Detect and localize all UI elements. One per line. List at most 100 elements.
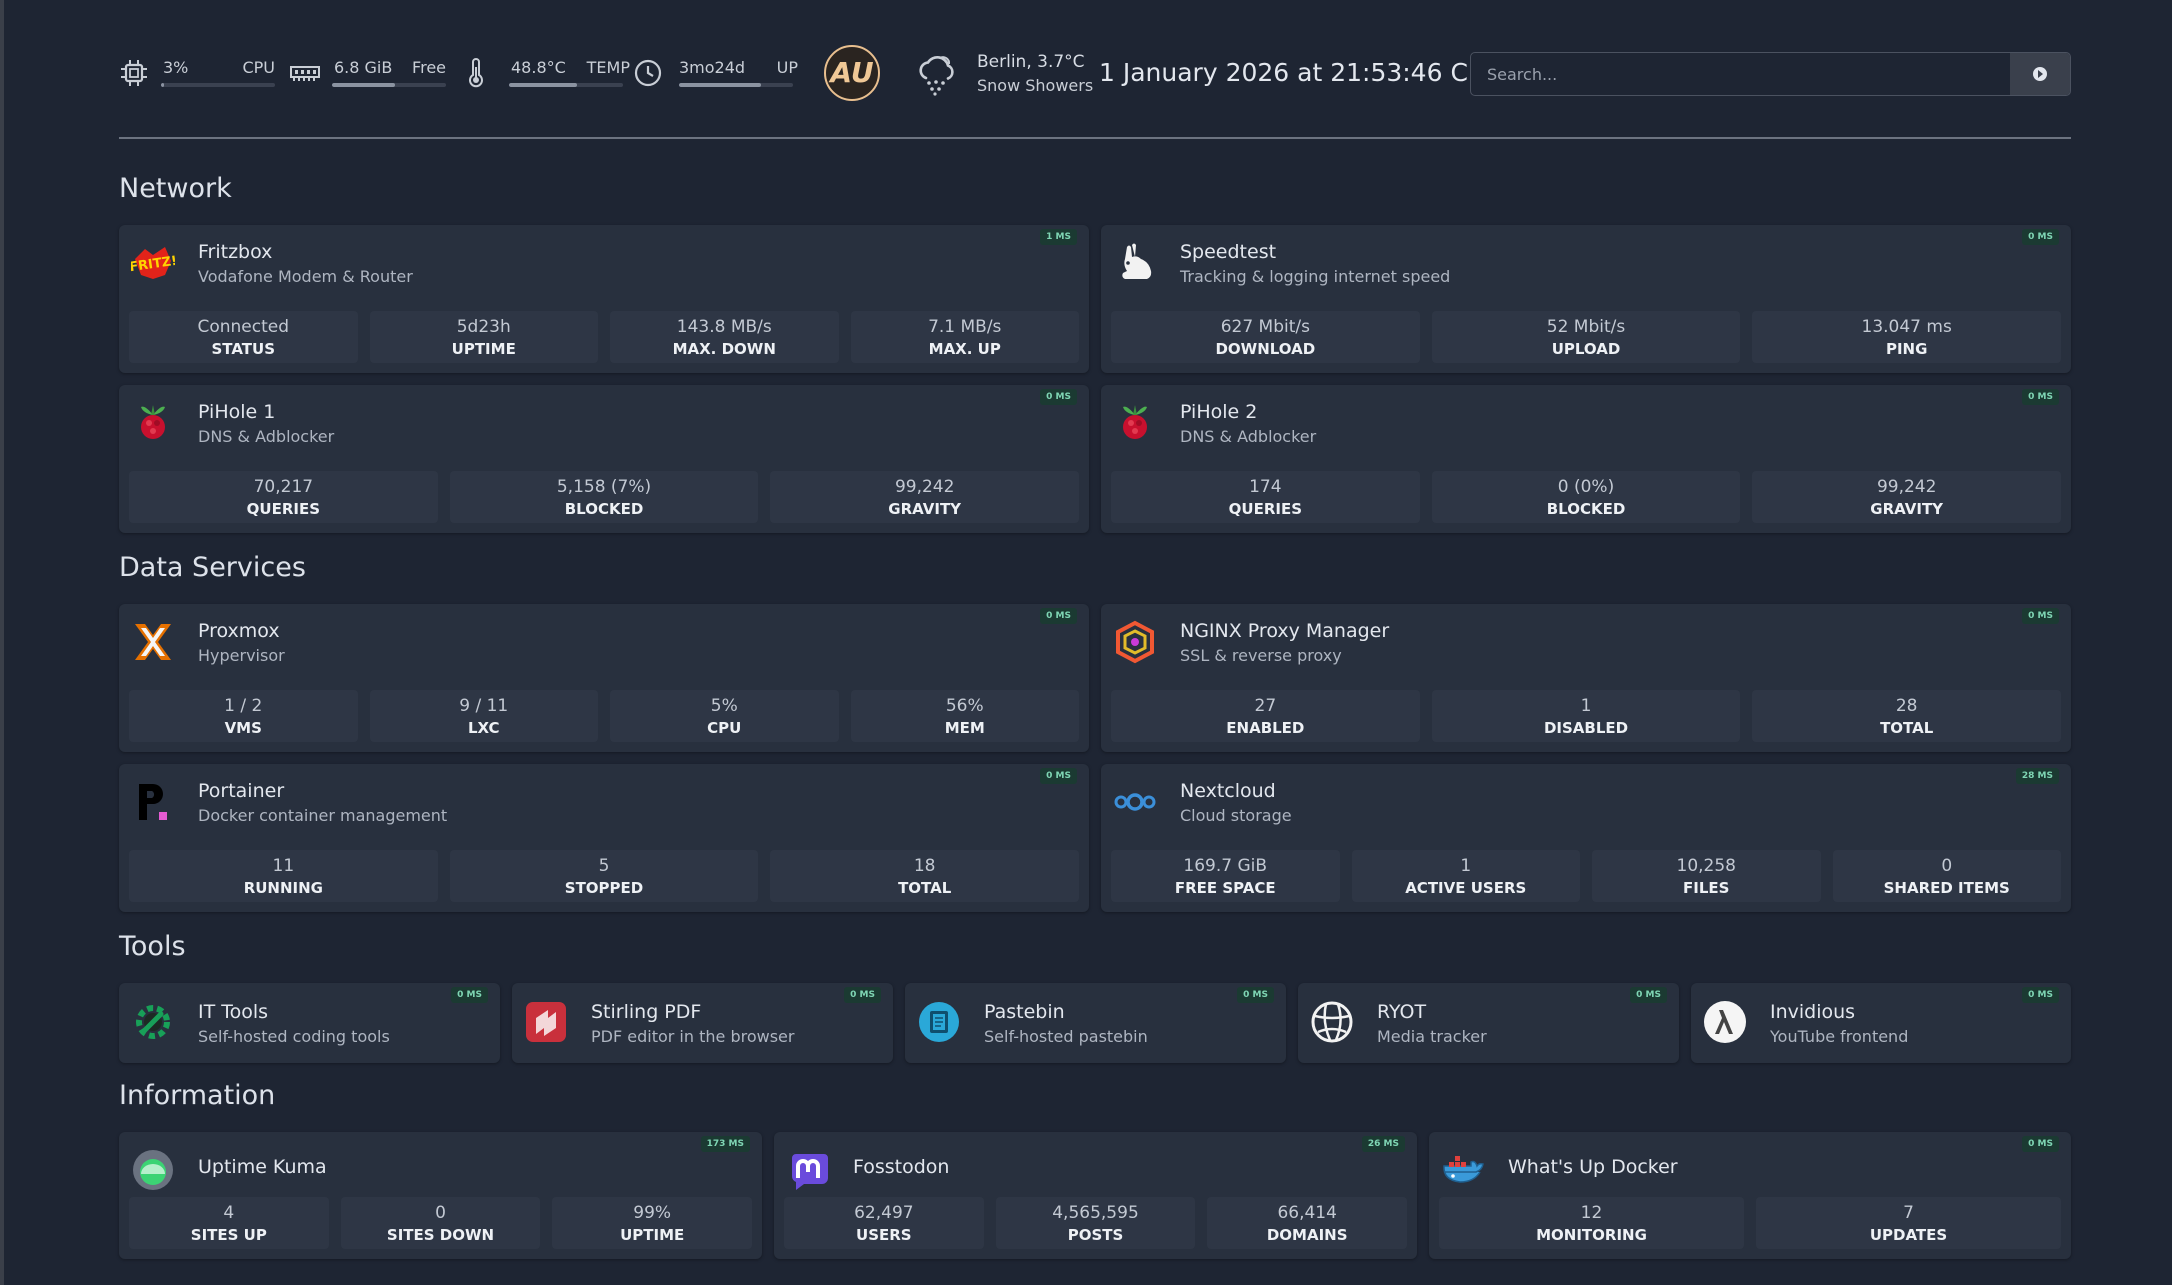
stats-row: 4 SITES UP 0 SITES DOWN 99% UPTIME — [129, 1197, 753, 1249]
service-description: Hypervisor — [198, 646, 285, 665]
stat-label: MEM — [944, 719, 985, 737]
avatar[interactable]: AU — [824, 45, 880, 101]
uptime-kuma-icon — [133, 1150, 173, 1190]
uptime-label: UP — [776, 58, 798, 77]
tool-card-stirling-pdf[interactable]: 0 MS Stirling PDF PDF editor in the brow… — [512, 983, 893, 1063]
stats-row: 169.7 GiB FREE SPACE 1 ACTIVE USERS 10,258… — [1111, 850, 2061, 902]
tool-card-pastebin[interactable]: 0 MS Pastebin Self-hosted pastebin — [905, 983, 1286, 1063]
stat-value: 12 — [1580, 1203, 1603, 1223]
stat-value: 10,258 — [1676, 856, 1736, 876]
stat-label: GRAVITY — [1870, 500, 1944, 518]
service-name: Proxmox — [198, 620, 280, 642]
stat-value: 62,497 — [854, 1203, 914, 1223]
search-provider-button[interactable] — [2010, 53, 2070, 95]
stat-block: 10,258 FILES — [1592, 850, 1821, 902]
stat-block: 5,158 (7%) BLOCKED — [449, 471, 759, 523]
stat-label: SITES UP — [190, 1226, 267, 1244]
service-card-pihole-2[interactable]: 0 MS PiHole 2 DNS & Adblocker 174 QUERIES… — [1101, 385, 2071, 533]
stat-block: 174 QUERIES — [1111, 471, 1420, 523]
widget-card-whats-up-docker[interactable]: 0 MS What's Up Docker 12 MONITORING 7 UPDA… — [1429, 1132, 2071, 1259]
service-card-fritzbox[interactable]: 1 MS FRITZ! Fritzbox Vodafone Modem & Ro… — [119, 225, 1089, 373]
stat-value: 1 / 2 — [224, 696, 263, 716]
stat-label: USERS — [856, 1226, 912, 1244]
stat-block: 4 SITES UP — [129, 1197, 329, 1249]
widget-card-fosstodon[interactable]: 26 MS Fosstodon 62,497 USERS 4,565,595 POS… — [774, 1132, 1417, 1259]
stat-block: Connected STATUS — [129, 311, 358, 363]
service-name: NGINX Proxy Manager — [1180, 620, 1390, 642]
tool-card-it-tools[interactable]: 0 MS IT Tools Self-hosted coding tools — [119, 983, 500, 1063]
docker-whale-icon — [1443, 1156, 1484, 1183]
service-description: Self-hosted coding tools — [198, 1027, 390, 1046]
cpu-widget: 3% CPU — [119, 50, 279, 98]
service-name: Uptime Kuma — [198, 1156, 327, 1178]
service-name: Fritzbox — [198, 241, 273, 263]
search-input[interactable] — [1471, 53, 2011, 95]
latency-badge: 1 MS — [1040, 229, 1077, 245]
stat-block: 0 SHARED ITEMS — [1832, 850, 2061, 902]
service-description: Cloud storage — [1180, 806, 1292, 825]
latency-badge: 0 MS — [2022, 389, 2059, 405]
stat-value: 11 — [272, 856, 295, 876]
service-name: Portainer — [198, 780, 285, 802]
latency-badge: 0 MS — [1040, 768, 1077, 784]
stat-label: BLOCKED — [564, 500, 644, 518]
stat-value: 0 — [1941, 856, 1953, 876]
thermometer-icon — [469, 58, 483, 88]
temperature-label: TEMP — [586, 58, 630, 77]
stat-label: LXC — [467, 719, 500, 737]
service-name: PiHole 2 — [1180, 401, 1258, 423]
stat-label: MAX. UP — [928, 340, 1001, 358]
pdf-icon — [526, 1002, 566, 1042]
service-card-proxmox[interactable]: 0 MS Proxmox Hypervisor 1 / 2 VMS 9 / 11 L… — [119, 604, 1089, 752]
service-description: PDF editor in the browser — [591, 1027, 795, 1046]
latency-badge: 0 MS — [1040, 389, 1077, 405]
service-card-speedtest[interactable]: 0 MS Speedtest Tracking & logging intern… — [1101, 225, 2071, 373]
service-name: Fosstodon — [853, 1156, 950, 1178]
stat-block: 56% MEM — [850, 690, 1079, 742]
service-card-nextcloud[interactable]: 28 MS Nextcloud Cloud storage 169.7 GiB F… — [1101, 764, 2071, 912]
stat-value: 4,565,595 — [1052, 1203, 1139, 1223]
service-card-portainer[interactable]: 0 MS Portainer Docker container manageme… — [119, 764, 1089, 912]
stat-block: 52 Mbit/s UPLOAD — [1431, 311, 1741, 363]
stat-value: 5d23h — [456, 317, 511, 337]
stat-block: 99,242 GRAVITY — [1752, 471, 2062, 523]
ball-icon — [1311, 1001, 1353, 1043]
service-card-nginx[interactable]: 0 MS NGINX Proxy Manager SSL & reverse p… — [1101, 604, 2071, 752]
service-description: Docker container management — [198, 806, 448, 825]
stat-label: UPTIME — [620, 1226, 685, 1244]
stat-block: 1 / 2 VMS — [129, 690, 358, 742]
stat-value: 70,217 — [253, 477, 314, 497]
stat-value: 7.1 MB/s — [928, 317, 1002, 337]
weather-condition: Snow Showers — [977, 76, 1094, 95]
stat-label: FILES — [1683, 879, 1730, 897]
widget-card-uptime-kuma[interactable]: 173 MS Uptime Kuma 4 SITES UP 0 SITES DOWN… — [119, 1132, 762, 1259]
stat-block: 5d23h UPTIME — [369, 311, 598, 363]
stat-label: SHARED ITEMS — [1883, 879, 2010, 897]
tool-card-invidious[interactable]: 0 MS Invidious YouTube frontend — [1691, 983, 2071, 1063]
section-title-data-services: Data Services — [119, 552, 306, 583]
search-box — [1470, 52, 2071, 96]
service-description: DNS & Adblocker — [198, 427, 335, 446]
stat-value: 5 — [598, 856, 610, 876]
service-description: DNS & Adblocker — [1180, 427, 1317, 446]
latency-badge: 173 MS — [700, 1136, 750, 1152]
latency-badge: 26 MS — [1361, 1136, 1405, 1152]
stat-value: 99,242 — [1876, 477, 1937, 497]
cpu-bar — [161, 83, 275, 87]
service-name: Pastebin — [984, 1001, 1065, 1023]
cpu-label: CPU — [242, 58, 275, 77]
stat-block: 169.7 GiB FREE SPACE — [1111, 850, 1340, 902]
stat-value: 143.8 MB/s — [676, 317, 772, 337]
service-description: YouTube frontend — [1770, 1027, 1909, 1046]
stat-block: 143.8 MB/s MAX. DOWN — [610, 311, 839, 363]
stat-label: MAX. DOWN — [672, 340, 776, 358]
memory-bar — [332, 83, 446, 87]
service-description: Tracking & logging internet speed — [1180, 267, 1451, 286]
search-provider-icon — [2033, 67, 2047, 81]
stat-block: 0 SITES DOWN — [340, 1197, 541, 1249]
service-card-pihole-1[interactable]: 0 MS PiHole 1 DNS & Adblocker 70,217 QUER… — [119, 385, 1089, 533]
latency-badge: 0 MS — [2022, 229, 2059, 245]
tool-card-ryot[interactable]: 0 MS RYOT Media tracker — [1298, 983, 1679, 1063]
stat-value: 52 Mbit/s — [1546, 317, 1626, 337]
stat-block: 7 UPDATES — [1756, 1197, 2061, 1249]
